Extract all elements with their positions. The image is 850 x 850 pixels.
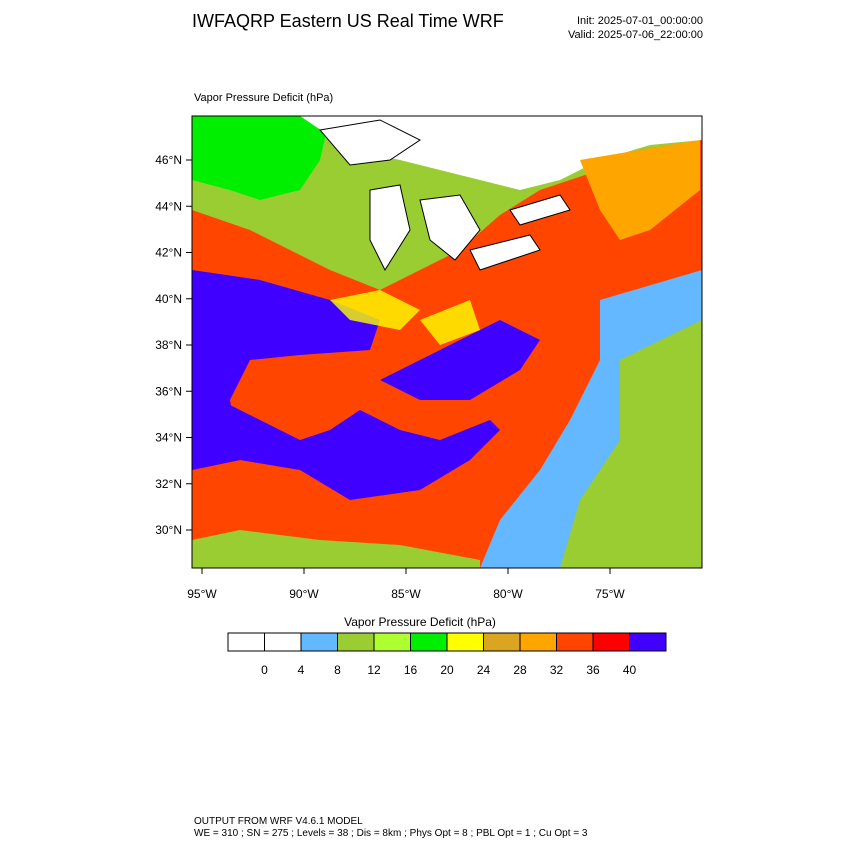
footer-line: OUTPUT FROM WRF V4.6.1 MODEL xyxy=(194,816,363,827)
colorbar-box xyxy=(519,632,557,652)
colorbar-box xyxy=(483,632,521,652)
colorbar-label: 40 xyxy=(623,663,637,677)
colorbar-label: 28 xyxy=(513,663,527,677)
lat-label: 46°N xyxy=(155,153,182,167)
lat-label: 44°N xyxy=(155,199,182,213)
colorbar-label: 4 xyxy=(298,663,305,677)
lon-label: 85°W xyxy=(391,587,421,601)
lat-label: 38°N xyxy=(155,338,182,352)
colorbar-box xyxy=(556,632,594,652)
colorbar-box xyxy=(592,632,630,652)
lon-label: 90°W xyxy=(289,587,319,601)
colorbar-box xyxy=(300,632,338,652)
lat-label: 40°N xyxy=(155,292,182,306)
colorbar-box xyxy=(373,632,411,652)
lat-label: 34°N xyxy=(155,431,182,445)
colorbar-title: Vapor Pressure Deficit (hPa) xyxy=(344,615,496,629)
colorbar-box xyxy=(227,632,265,652)
colorbar-label: 24 xyxy=(477,663,491,677)
colorbar-box xyxy=(337,632,375,652)
colorbar-label: 36 xyxy=(586,663,600,677)
colorbar-box xyxy=(264,632,302,652)
colorbar-label: 20 xyxy=(440,663,454,677)
footer-line: WE = 310 ; SN = 275 ; Levels = 38 ; Dis … xyxy=(194,828,588,839)
lon-label: 95°W xyxy=(187,587,217,601)
colorbar-label: 16 xyxy=(404,663,418,677)
title: IWFAQRP Eastern US Real Time WRF xyxy=(192,11,504,31)
colorbar-label: 32 xyxy=(550,663,564,677)
colorbar-label: 0 xyxy=(261,663,268,677)
colorbar-box xyxy=(446,632,484,652)
lon-label: 80°W xyxy=(493,587,523,601)
lat-label: 32°N xyxy=(155,477,182,491)
valid-time: Valid: 2025-07-06_22:00:00 xyxy=(568,29,703,41)
init-time: Init: 2025-07-01_00:00:00 xyxy=(577,15,703,27)
vpd-field xyxy=(192,116,702,568)
map-frame xyxy=(191,115,703,569)
lat-label: 30°N xyxy=(155,523,182,537)
colorbar-label: 8 xyxy=(334,663,341,677)
colorbar-label: 12 xyxy=(367,663,381,677)
lat-label: 36°N xyxy=(155,384,182,398)
map-subtitle: Vapor Pressure Deficit (hPa) xyxy=(194,92,333,104)
lon-label: 75°W xyxy=(595,587,625,601)
colorbar-box xyxy=(629,632,667,652)
colorbar-box xyxy=(410,632,448,652)
lat-label: 42°N xyxy=(155,246,182,260)
